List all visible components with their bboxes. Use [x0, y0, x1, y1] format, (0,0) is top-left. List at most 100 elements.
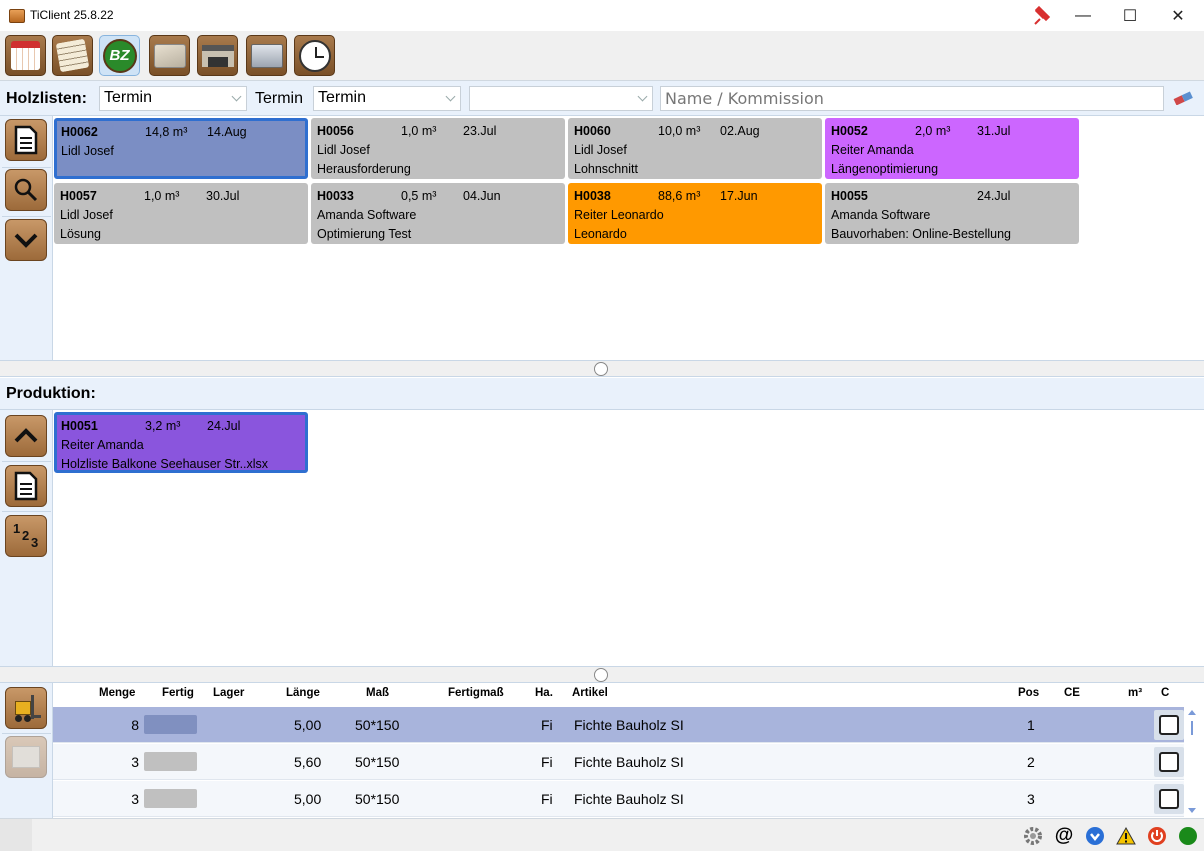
col-lager[interactable]: Lager: [213, 687, 245, 699]
card-commission: Holzliste Balkone Seehauser Str..xlsx: [61, 457, 269, 471]
cell-menge: 3: [131, 754, 139, 770]
document-button[interactable]: [5, 119, 47, 161]
col-artikel[interactable]: Artikel: [572, 687, 608, 699]
splitter-bottom[interactable]: [0, 666, 1204, 683]
card-commission: Optimierung Test: [317, 227, 412, 241]
col-fertigmass[interactable]: Fertigmaß: [448, 687, 504, 699]
produktion-title: Produktion:: [0, 378, 1204, 410]
card-id: H0060: [574, 124, 611, 138]
splitter-handle[interactable]: [594, 362, 608, 376]
lumber-button[interactable]: [149, 35, 190, 76]
pin-icon[interactable]: [1027, 4, 1057, 28]
search-input[interactable]: Name / Kommission: [660, 86, 1164, 111]
col-mass[interactable]: Maß: [366, 687, 389, 699]
holzliste-card[interactable]: H0038 88,6 m³ 17.Jun Reiter Leonardo Leonard…: [568, 183, 822, 244]
splitter-top[interactable]: [0, 360, 1204, 377]
card-id: H0052: [831, 124, 868, 138]
fertig-progress: [144, 715, 197, 734]
cell-artikel: Fichte Bauholz SI: [574, 717, 684, 733]
warning-icon[interactable]: [1115, 825, 1137, 847]
window-title: TiClient 25.8.22: [30, 8, 114, 22]
col-ce[interactable]: CE: [1064, 687, 1080, 699]
download-icon[interactable]: [1084, 825, 1106, 847]
termin-select[interactable]: Termin: [313, 86, 461, 111]
notepad-icon: [55, 38, 90, 73]
forklift-button[interactable]: [5, 687, 47, 729]
card-date: 30.Jul: [206, 189, 240, 203]
table-row[interactable]: 3 5,00 50*150 Fi Fichte Bauholz SI 3: [53, 781, 1184, 817]
card-id: H0056: [317, 124, 354, 138]
maximize-button[interactable]: ☐: [1122, 7, 1138, 25]
filter-bar: Holzlisten: Termin Termin Termin Name / …: [0, 81, 1204, 116]
power-icon[interactable]: [1146, 825, 1168, 847]
card-volume: 1,0 m³: [401, 124, 437, 138]
holzliste-card[interactable]: H0056 1,0 m³ 23.Jul Lidl Josef Herausforderu…: [311, 118, 565, 179]
filter-select[interactable]: [469, 86, 653, 111]
splitter-handle[interactable]: [594, 668, 608, 682]
search-button[interactable]: [5, 169, 47, 211]
card-header: H0033 0,5 m³ 04.Jun: [317, 187, 559, 206]
col-menge[interactable]: Menge: [99, 687, 136, 699]
cell-artikel: Fichte Bauholz SI: [574, 791, 684, 807]
chevron-up-icon: [14, 428, 38, 443]
sort-order-button[interactable]: 1 2 3: [5, 515, 47, 557]
warehouse-button[interactable]: [197, 35, 238, 76]
row-checkbox[interactable]: [1159, 715, 1179, 735]
unload-button[interactable]: [5, 736, 47, 778]
holzliste-card[interactable]: H0055 24.Jul Amanda Software Bauvorhaben: O…: [825, 183, 1079, 244]
document-icon: [14, 125, 38, 155]
card-header: H0055 24.Jul: [831, 187, 1073, 206]
title-bar: TiClient 25.8.22 — ☐ ✕: [0, 0, 1204, 31]
document-icon: [14, 471, 38, 501]
email-icon[interactable]: @: [1054, 825, 1074, 846]
minimize-button[interactable]: —: [1075, 6, 1091, 24]
card-volume: 1,0 m³: [144, 189, 180, 203]
col-c[interactable]: C: [1161, 687, 1170, 699]
close-button[interactable]: ✕: [1171, 7, 1185, 25]
holzliste-card[interactable]: H0051 3,2 m³ 24.Jul Reiter Amanda Holzliste …: [54, 412, 308, 473]
card-header: H0056 1,0 m³ 23.Jul: [317, 122, 559, 141]
document-button[interactable]: [5, 465, 47, 507]
warehouse-icon: [201, 44, 234, 67]
move-down-button[interactable]: [5, 219, 47, 261]
table-header: Menge Fertig Lager Länge Maß Fertigmaß H…: [53, 683, 1188, 706]
termin-select-value: Termin: [318, 89, 367, 106]
cell-laenge: 5,60: [294, 754, 322, 770]
col-m3[interactable]: m³: [1128, 687, 1143, 699]
card-date: 14.Aug: [207, 125, 247, 139]
table-scrollbar[interactable]: [1186, 707, 1198, 816]
row-checkbox[interactable]: [1159, 752, 1179, 772]
chevron-down-icon: [231, 91, 242, 102]
bz-button[interactable]: BZ: [99, 35, 140, 76]
calendar-button[interactable]: [5, 35, 46, 76]
chevron-down-icon: [14, 233, 38, 248]
row-checkbox[interactable]: [1159, 789, 1179, 809]
col-ha[interactable]: Ha.: [535, 687, 553, 699]
sort-select[interactable]: Termin: [99, 86, 247, 111]
col-laenge[interactable]: Länge: [286, 687, 320, 699]
settings-gear-icon[interactable]: [1022, 825, 1044, 847]
holzliste-card[interactable]: H0033 0,5 m³ 04.Jun Amanda Software Optimier…: [311, 183, 565, 244]
card-customer: Lidl Josef: [61, 144, 114, 158]
clock-button[interactable]: [294, 35, 335, 76]
eraser-icon[interactable]: [1172, 91, 1194, 106]
status-left-panel: [0, 819, 32, 851]
table-row[interactable]: 3 5,60 50*150 Fi Fichte Bauholz SI 2: [53, 744, 1184, 780]
card-customer: Reiter Amanda: [61, 438, 144, 452]
card-id: H0038: [574, 189, 611, 203]
machine-button[interactable]: [246, 35, 287, 76]
cell-pos: 1: [1027, 717, 1035, 733]
col-fertig[interactable]: Fertig: [162, 687, 194, 699]
notepad-button[interactable]: [52, 35, 93, 76]
col-pos[interactable]: Pos: [1018, 687, 1040, 699]
holzliste-card[interactable]: H0057 1,0 m³ 30.Jul Lidl Josef Lösung: [54, 183, 308, 244]
holzliste-card[interactable]: H0052 2,0 m³ 31.Jul Reiter Amanda Längenopti…: [825, 118, 1079, 179]
cell-artikel: Fichte Bauholz SI: [574, 754, 684, 770]
holzliste-card[interactable]: H0062 14,8 m³ 14.Aug Lidl Josef: [54, 118, 308, 179]
row-checkbox-cell: [1154, 747, 1184, 777]
card-volume: 88,6 m³: [658, 189, 701, 203]
move-up-button[interactable]: [5, 415, 47, 457]
clock-icon: [298, 39, 331, 72]
table-row[interactable]: 8 5,00 50*150 Fi Fichte Bauholz SI 1: [53, 707, 1184, 743]
holzliste-card[interactable]: H0060 10,0 m³ 02.Aug Lidl Josef Lohnschnitt: [568, 118, 822, 179]
